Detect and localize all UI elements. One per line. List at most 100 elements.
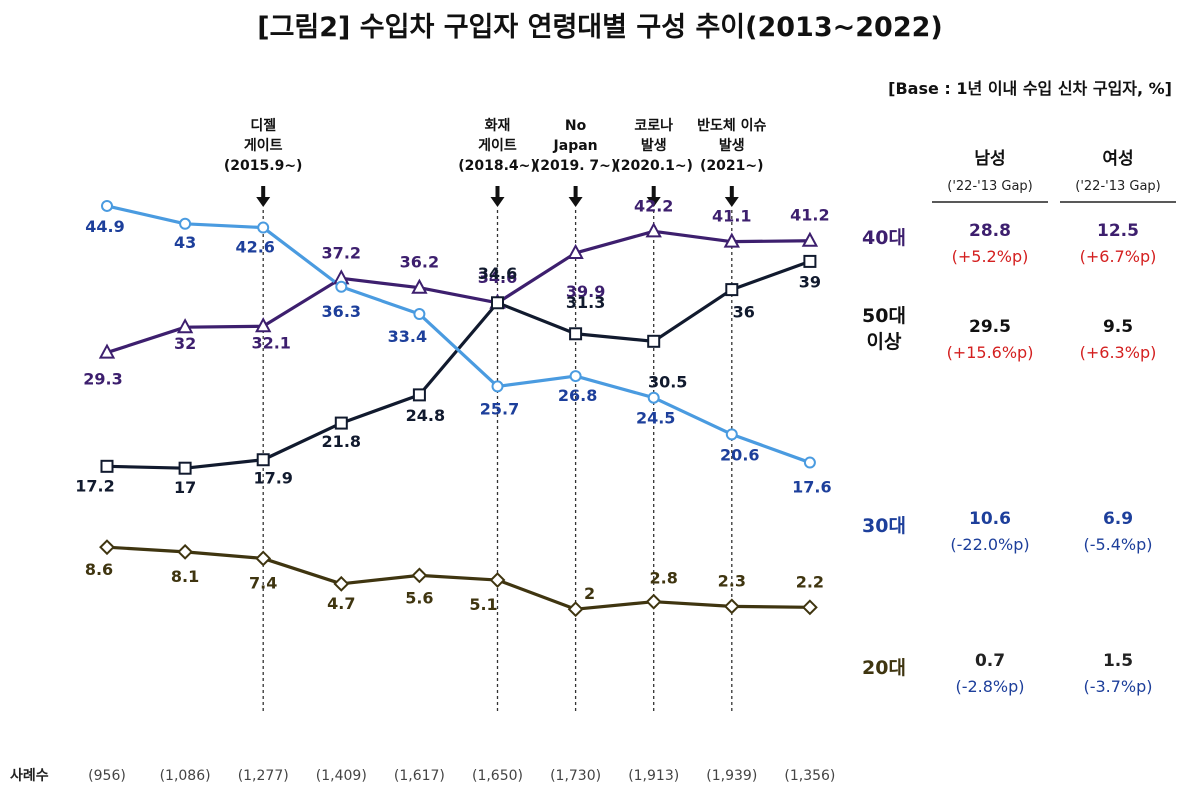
row-label: 20대 [862, 657, 906, 679]
event-label: (2021~) [700, 158, 764, 174]
diamond-marker [723, 598, 740, 615]
table-value: 6.9 [1103, 509, 1133, 529]
sample-size-value: (1,913) [628, 768, 679, 784]
sample-size-value: (1,650) [472, 768, 523, 784]
sample-size-row: 사례수 (956) (1,086) (1,277) (1,409) (1,617) (1,6… [10, 768, 835, 784]
data-label: 24.5 [636, 409, 675, 428]
table-subheader: ('22-'13 Gap) [1075, 179, 1161, 194]
event-label: 화재 [485, 118, 511, 134]
data-label: 36.3 [322, 302, 361, 321]
data-label: 17.9 [253, 469, 292, 488]
sample-size-value: (1,617) [394, 768, 445, 784]
circle-marker [179, 217, 192, 230]
diamond-marker [645, 593, 662, 610]
data-label: 30.5 [648, 372, 687, 391]
row-label: 30대 [862, 515, 906, 537]
table-gap: (+15.6%p) [947, 343, 1034, 362]
row-label: 40대 [862, 227, 906, 249]
data-label: 17.6 [792, 478, 831, 497]
table-gap: (+6.7%p) [1080, 247, 1157, 266]
event-label: 발생 [641, 137, 667, 154]
data-label: 36 [733, 303, 755, 322]
diamond-marker [567, 601, 584, 618]
event-arrow-icon [646, 197, 661, 207]
data-label: 29.3 [83, 370, 122, 389]
table-gap: (-3.7%p) [1083, 677, 1152, 696]
triangle-marker [255, 317, 272, 333]
square-marker [334, 416, 348, 430]
data-label: 39.9 [566, 282, 605, 301]
triangle-marker [176, 318, 194, 334]
data-label: 42.2 [634, 196, 673, 215]
data-label: 8.1 [171, 567, 199, 586]
event-label: (2019. 7~) [534, 158, 617, 174]
chart-title: [그림2] 수입차 구입자 연령대별 구성 추이(2013~2022) [257, 12, 943, 43]
event-arrow-icon [256, 197, 271, 207]
circle-marker [803, 456, 816, 469]
data-label: 17 [174, 478, 196, 497]
gender-gap-table: 남성 ('22-'13 Gap) 여성 ('22-'13 Gap) 40대 28.8 (+5… [862, 149, 1176, 696]
event-label: (2015.9~) [224, 158, 303, 174]
table-value: 28.8 [969, 221, 1011, 241]
sample-size-value: (1,730) [550, 768, 601, 784]
sample-size-value: (956) [88, 768, 126, 784]
diamond-marker [177, 543, 194, 560]
series-lines [106, 204, 811, 611]
event-label: 게이트 [244, 137, 283, 154]
data-label: 7.4 [249, 573, 277, 592]
triangle-marker [411, 278, 428, 294]
diamond-marker [411, 567, 428, 584]
circle-marker [101, 199, 113, 212]
square-marker [256, 453, 270, 467]
data-labels: 29.3 32 32.1 37.2 36.2 34.6 39.9 42.2 41.1 41.2 17… [75, 196, 831, 614]
table-gap: (-5.4%p) [1083, 535, 1152, 554]
data-label: 5.6 [405, 588, 433, 607]
circle-marker [725, 428, 738, 441]
diamond-marker [489, 572, 506, 588]
data-label: 21.8 [322, 432, 361, 451]
table-subheader: ('22-'13 Gap) [947, 179, 1033, 194]
data-label: 34.6 [478, 264, 517, 283]
circle-marker [569, 370, 582, 383]
table-row: 20대 0.7 (-2.8%p) 1.5 (-3.7%p) [862, 651, 1152, 696]
triangle-marker [645, 222, 662, 238]
triangle-marker [567, 243, 584, 259]
table-value: 1.5 [1103, 651, 1133, 671]
data-label: 2.8 [650, 569, 678, 588]
triangle-marker [723, 232, 740, 248]
event-arrow-icon [568, 197, 583, 207]
event-label: 디젤 [250, 118, 276, 134]
table-gap: (-22.0%p) [950, 535, 1029, 554]
data-label: 31.3 [566, 293, 605, 312]
sample-size-label: 사례수 [10, 768, 49, 784]
data-label: 39 [799, 272, 821, 291]
table-header: 남성 [974, 149, 1005, 169]
data-label: 37.2 [322, 243, 361, 262]
triangle-marker [801, 231, 819, 247]
table-gap: (+6.3%p) [1080, 343, 1157, 362]
diamond-marker [255, 550, 272, 567]
data-label: 2.3 [718, 571, 746, 590]
sample-size-value: (1,356) [784, 768, 835, 784]
data-label: 2 [584, 584, 595, 603]
diamond-marker [99, 539, 115, 556]
sample-size-value: (1,086) [160, 768, 211, 784]
data-label: 41.1 [712, 207, 751, 226]
table-value: 9.5 [1103, 317, 1133, 337]
event-label: No [565, 118, 587, 134]
circle-marker [257, 221, 270, 234]
event-arrow-icon [724, 197, 739, 207]
data-label: 44.9 [85, 217, 124, 236]
data-label: 24.8 [406, 406, 445, 425]
square-marker [100, 459, 114, 473]
square-marker [725, 283, 739, 297]
table-value: 10.6 [969, 509, 1011, 529]
square-marker [647, 334, 661, 348]
event-label: Japan [553, 138, 598, 154]
